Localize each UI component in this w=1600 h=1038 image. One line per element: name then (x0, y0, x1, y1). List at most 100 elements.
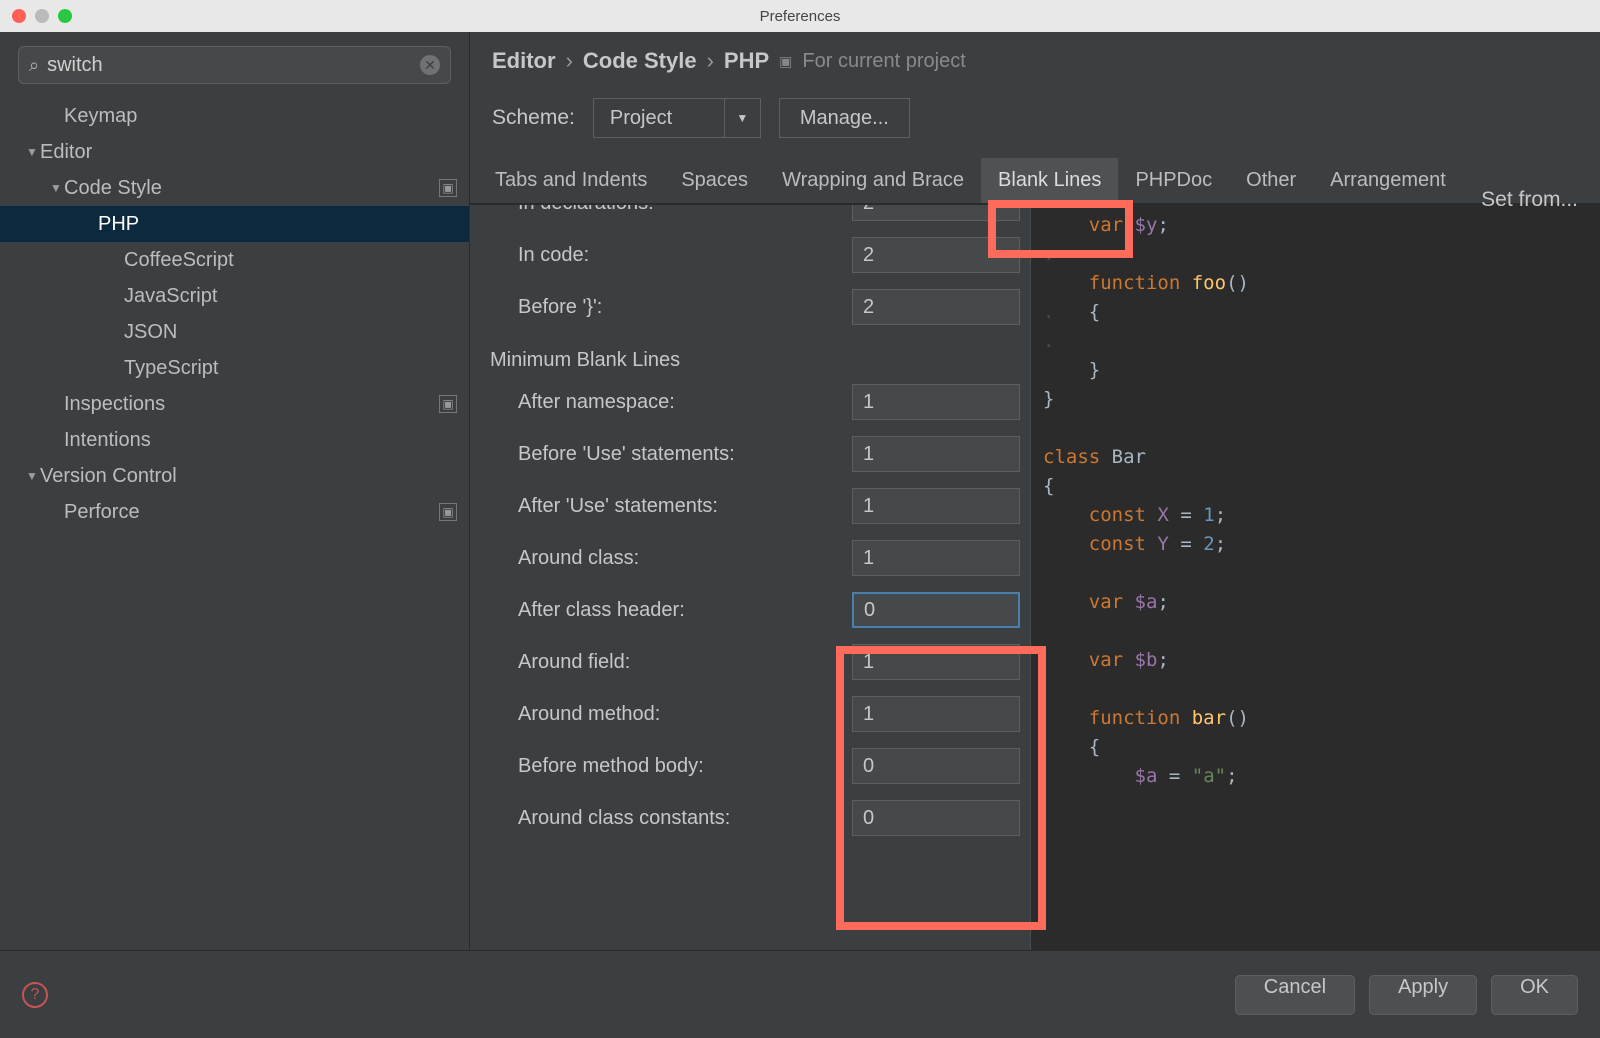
close-window-button[interactable] (12, 9, 26, 23)
tree-item-label: CoffeeScript (124, 249, 457, 272)
sidebar: ⌕ ✕ Keymap▼Editor▼Code Style▣PHPCoffeeSc… (0, 32, 470, 950)
setting-label: After class header: (490, 599, 852, 622)
project-scope-icon: ▣ (439, 179, 457, 197)
setting-label: After namespace: (490, 391, 852, 414)
disclosure-icon: ▼ (24, 469, 40, 483)
apply-button[interactable]: Apply (1369, 975, 1477, 1015)
setting-label: Before method body: (490, 755, 852, 778)
cancel-button[interactable]: Cancel (1235, 975, 1355, 1015)
search-input[interactable] (47, 54, 412, 77)
section-header: Minimum Blank Lines (490, 333, 1020, 376)
tree-item[interactable]: ▼Version Control (0, 458, 469, 494)
titlebar: Preferences (0, 0, 1600, 32)
tree-item[interactable]: Keymap (0, 98, 469, 134)
setting-row: Around method: (490, 688, 1020, 740)
tree-item[interactable]: Inspections▣ (0, 386, 469, 422)
breadcrumb-seg: PHP (724, 48, 769, 74)
project-scope-icon: ▣ (439, 503, 457, 521)
tree-item-label: Inspections (64, 393, 439, 416)
setting-label: Before '}': (490, 296, 852, 319)
bottom-bar: ? Cancel Apply OK (0, 950, 1600, 1038)
disclosure-icon: ▼ (48, 181, 64, 195)
setting-input[interactable] (852, 800, 1020, 836)
breadcrumb-seg: Editor (492, 48, 556, 74)
ok-button[interactable]: OK (1491, 975, 1578, 1015)
tree-item-label: Intentions (64, 429, 457, 452)
setting-row: Around field: (490, 636, 1020, 688)
tab[interactable]: Tabs and Indents (478, 158, 664, 203)
tree-item[interactable]: Intentions (0, 422, 469, 458)
scheme-value: Project (594, 99, 724, 137)
tree-item[interactable]: TypeScript (0, 350, 469, 386)
tab[interactable]: PHPDoc (1118, 158, 1229, 203)
setting-input[interactable] (852, 436, 1020, 472)
disclosure-icon: ▼ (24, 145, 40, 159)
setting-row: In declarations: (490, 205, 1020, 229)
tab[interactable]: Spaces (664, 158, 765, 203)
setting-label: In declarations: (490, 205, 852, 215)
zoom-window-button[interactable] (58, 9, 72, 23)
minimize-window-button[interactable] (35, 9, 49, 23)
tree-item[interactable]: JSON (0, 314, 469, 350)
setting-input[interactable] (852, 592, 1020, 628)
tab[interactable]: Other (1229, 158, 1313, 203)
setting-row: After class header: (490, 584, 1020, 636)
clear-search-icon[interactable]: ✕ (420, 55, 440, 75)
chevron-down-icon[interactable]: ▼ (724, 99, 760, 137)
setting-row: Before 'Use' statements: (490, 428, 1020, 480)
setting-row: Before method body: (490, 740, 1020, 792)
chevron-right-icon: › (707, 48, 714, 74)
tab[interactable]: Wrapping and Brace (765, 158, 981, 203)
tree-item-label: Editor (40, 141, 457, 164)
set-from-link[interactable]: Set from... (1481, 188, 1578, 212)
tabs: Tabs and IndentsSpacesWrapping and Brace… (470, 158, 1600, 205)
traffic-lights (12, 9, 72, 23)
tab[interactable]: Blank Lines (981, 158, 1118, 203)
tab[interactable]: Arrangement (1313, 158, 1463, 203)
tree-item-label: Keymap (64, 105, 457, 128)
tree-item[interactable]: Perforce▣ (0, 494, 469, 530)
tree-item[interactable]: CoffeeScript (0, 242, 469, 278)
setting-row: After 'Use' statements: (490, 480, 1020, 532)
setting-input[interactable] (852, 696, 1020, 732)
settings-pane: In declarations: In code: Before '}': Minim… (470, 205, 1030, 950)
setting-label: After 'Use' statements: (490, 495, 852, 518)
scheme-select[interactable]: Project ▼ (593, 98, 761, 138)
tree-item[interactable]: ▼Editor (0, 134, 469, 170)
tree-item-label: Code Style (64, 177, 439, 200)
setting-input[interactable] (852, 748, 1020, 784)
setting-row: Around class: (490, 532, 1020, 584)
setting-row: Around class constants: (490, 792, 1020, 844)
breadcrumb-hint: For current project (802, 50, 965, 73)
manage-button[interactable]: Manage... (779, 98, 910, 138)
tree-item[interactable]: ▼Code Style▣ (0, 170, 469, 206)
setting-input[interactable] (852, 644, 1020, 680)
code-preview: var $y;. function foo(). {. }} class Bar… (1030, 205, 1600, 950)
breadcrumb: Editor › Code Style › PHP ▣ For current … (470, 32, 1600, 78)
tree-item-label: Perforce (64, 501, 439, 524)
setting-input[interactable] (852, 540, 1020, 576)
setting-row: After namespace: (490, 376, 1020, 428)
breadcrumb-seg: Code Style (583, 48, 697, 74)
main-pane: Editor › Code Style › PHP ▣ For current … (470, 32, 1600, 950)
setting-input[interactable] (852, 289, 1020, 325)
setting-label: Around method: (490, 703, 852, 726)
setting-label: Before 'Use' statements: (490, 443, 852, 466)
tree-item[interactable]: JavaScript (0, 278, 469, 314)
scheme-label: Scheme: (492, 106, 575, 130)
tree-item[interactable]: PHP (0, 206, 469, 242)
setting-row: Before '}': (490, 281, 1020, 333)
window-title: Preferences (760, 8, 841, 25)
setting-input[interactable] (852, 384, 1020, 420)
setting-label: Around field: (490, 651, 852, 674)
search-icon: ⌕ (29, 55, 39, 76)
setting-label: In code: (490, 244, 852, 267)
project-icon: ▣ (779, 53, 792, 70)
setting-input[interactable] (852, 237, 1020, 273)
settings-tree: Keymap▼Editor▼Code Style▣PHPCoffeeScript… (0, 92, 469, 950)
search-box[interactable]: ⌕ ✕ (18, 46, 451, 84)
setting-input[interactable] (852, 488, 1020, 524)
project-scope-icon: ▣ (439, 395, 457, 413)
help-icon[interactable]: ? (22, 982, 48, 1008)
setting-input[interactable] (852, 205, 1020, 221)
